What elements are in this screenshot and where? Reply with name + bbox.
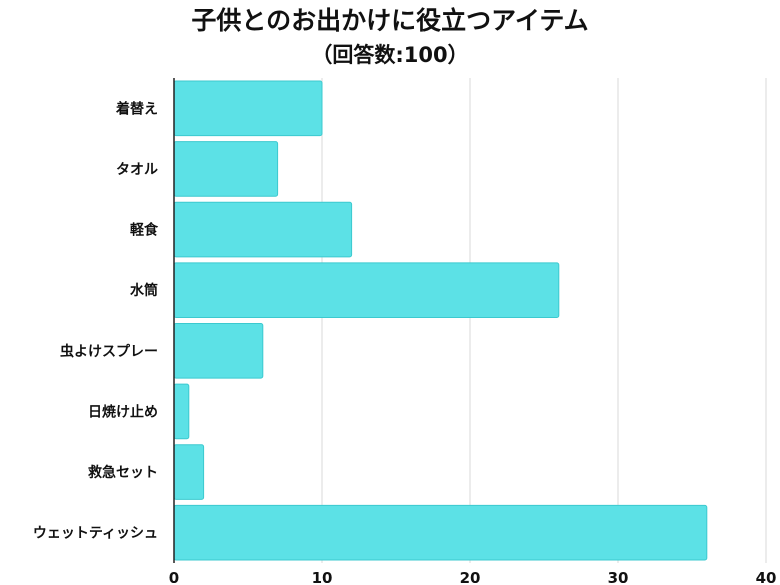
x-tick-label-0: 0 (169, 569, 179, 585)
x-tick-label-40: 40 (756, 569, 777, 585)
gridlines (321, 78, 767, 563)
chart-subtitle: （回答数:100） (311, 43, 469, 67)
bar-1 (173, 141, 279, 197)
category-label-2: 軽食 (130, 222, 159, 239)
bar-6 (173, 444, 205, 500)
category-label-4: 虫よけスプレー (60, 343, 158, 360)
category-label-3: 水筒 (130, 282, 158, 299)
bar-0 (173, 80, 323, 137)
bar-2 (173, 201, 353, 258)
x-tick-labels: 0 10 20 30 40 (169, 569, 777, 585)
bar-4 (173, 323, 264, 379)
bar-7 (173, 504, 708, 561)
bars (173, 80, 708, 561)
x-tick-label-20: 20 (460, 569, 481, 585)
category-label-5: 日焼け止め (88, 403, 158, 420)
category-label-0: 着替え (115, 100, 158, 117)
bar-5 (173, 383, 190, 440)
category-label-7: ウェットティッシュ (33, 526, 158, 542)
chart-title: 子供とのお出かけに役立つアイテム (191, 6, 589, 35)
bar-3 (173, 262, 560, 318)
x-tick-label-30: 30 (608, 569, 629, 585)
category-label-6: 救急セット (88, 464, 158, 481)
category-label-1: タオル (116, 162, 158, 178)
x-tick-label-10: 10 (312, 569, 333, 585)
